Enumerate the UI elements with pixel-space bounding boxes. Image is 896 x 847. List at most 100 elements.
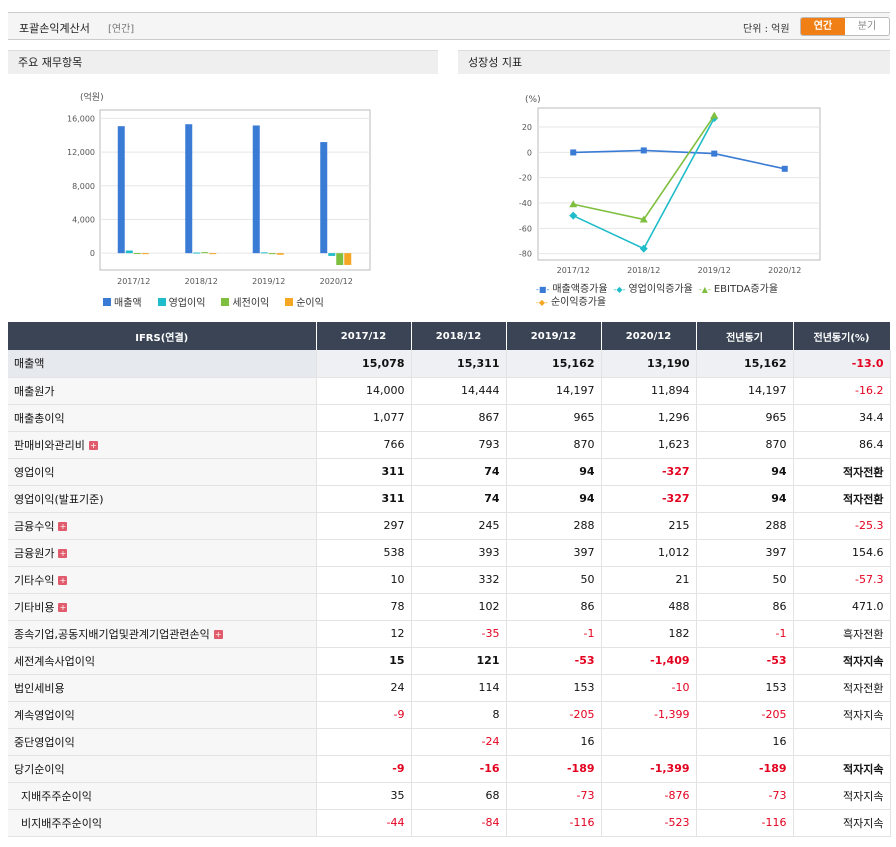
row-label-cell: 영업이익 (8, 458, 317, 486)
annual-toggle-button[interactable]: 연간 (801, 18, 845, 35)
table-row: 판매비와관리비 +766 793 870 1,623 870 86.4 (8, 431, 891, 459)
row-label-cell: 매출액 (8, 350, 317, 378)
x-tick-label: 2019/12 (252, 277, 285, 286)
column-header: 2019/12 (506, 322, 602, 350)
value-cell: 870 (696, 431, 794, 459)
value-cell: 13,190 (601, 350, 697, 378)
value-cell: 154.6 (793, 539, 891, 567)
table-row: 금융수익 +297 245 288 215 288 -25.3 (8, 512, 891, 540)
legend-label: 매출액 (114, 298, 142, 309)
y-tick-label: 16,000 (67, 114, 95, 123)
row-label-cell: 매출원가 (8, 377, 317, 405)
series-line-0 (573, 149, 785, 170)
bar-2-3 (336, 253, 344, 266)
bar-0-0 (117, 126, 125, 254)
value-cell: 15,311 (411, 350, 507, 378)
value-cell: 965 (506, 404, 602, 432)
point-marker (711, 150, 718, 157)
bar-1-0 (125, 250, 133, 254)
legend-item: -■- 매출액증가율 (536, 283, 608, 296)
table-row: 기타수익 +10 332 50 21 50 -57.3 (8, 566, 891, 594)
period-toggle[interactable]: 연간 분기 (800, 17, 890, 36)
value-cell: -1 (696, 620, 794, 648)
value-cell: -10 (601, 674, 697, 702)
y-axis-label: (%) (525, 95, 541, 105)
x-tick-label: 2020/12 (320, 277, 353, 286)
value-cell: 397 (506, 539, 602, 567)
value-cell: 288 (696, 512, 794, 540)
value-cell: -44 (316, 809, 412, 837)
table-row: 중단영업이익 -24 16 16 (8, 728, 891, 756)
value-cell: 15 (316, 647, 412, 675)
y-tick-label: 20 (522, 123, 532, 132)
value-cell: -876 (601, 782, 697, 810)
value-cell: 311 (316, 458, 412, 486)
x-tick-label: 2020/12 (768, 266, 801, 275)
legend-label: 순이익 (296, 298, 324, 309)
value-cell: 적자지속 (793, 755, 891, 783)
value-cell: -116 (696, 809, 794, 837)
table-row: 영업이익(발표기준) 311 74 94 -327 94 적자전환 (8, 485, 891, 513)
value-cell: 215 (601, 512, 697, 540)
legend-marker-icon: -■- (536, 285, 550, 294)
table-row: 계속영업이익 -9 8 -205 -1,399 -205 적자지속 (8, 701, 891, 729)
value-cell: 적자지속 (793, 782, 891, 810)
legend-swatch (221, 297, 230, 306)
row-label-cell: 당기순이익 (8, 755, 317, 783)
value-cell: -73 (696, 782, 794, 810)
legend-label: 영업이익증가율 (628, 284, 693, 295)
value-cell: 870 (506, 431, 602, 459)
plot-area (99, 109, 371, 271)
legend-item: 세전이익 (221, 294, 269, 309)
value-cell: 397 (696, 539, 794, 567)
quarter-toggle-button[interactable]: 분기 (845, 18, 889, 35)
bar-2-0 (133, 253, 141, 255)
key-financials-panel-title: 주요 재무항목 (8, 50, 438, 74)
table-row: 지배주주순이익 35 68 -73 -876 -73 적자지속 (8, 782, 891, 810)
value-cell: 965 (696, 404, 794, 432)
value-cell: -327 (601, 485, 697, 513)
value-cell: -13.0 (793, 350, 891, 378)
legend-swatch (285, 297, 294, 306)
point-marker (639, 244, 648, 253)
bar-3-2 (276, 253, 284, 255)
expand-plus-icon[interactable]: + (58, 549, 68, 558)
legend-label: 세전이익 (232, 298, 270, 309)
expand-plus-icon[interactable]: + (58, 576, 68, 585)
legend-item: -◆- 영업이익증가율 (614, 283, 693, 296)
unit-label: 단위 : 억원 (743, 24, 790, 35)
y-tick-label: 12,000 (67, 148, 95, 157)
row-label: 지배주주순이익 (14, 789, 92, 803)
value-cell: 적자지속 (793, 647, 891, 675)
value-cell: 114 (411, 674, 507, 702)
row-label-cell: 금융수익 + (8, 512, 317, 540)
expand-plus-icon[interactable]: + (58, 603, 68, 612)
value-cell: -73 (506, 782, 602, 810)
value-cell: -57.3 (793, 566, 891, 594)
row-label-cell: 기타수익 + (8, 566, 317, 594)
legend-label: 영업이익 (168, 298, 206, 309)
value-cell (601, 728, 697, 756)
bar-1-1 (193, 252, 201, 254)
value-cell: 12 (316, 620, 412, 648)
expand-plus-icon[interactable]: + (88, 441, 98, 450)
value-cell: 50 (506, 566, 602, 594)
value-cell: -9 (316, 755, 412, 783)
row-label-cell: 지배주주순이익 (8, 782, 317, 810)
point-marker (569, 211, 578, 220)
row-label: 매출원가 (14, 384, 55, 398)
value-cell: 적자전환 (793, 458, 891, 486)
expand-plus-icon[interactable]: + (213, 630, 223, 639)
value-cell: -327 (601, 458, 697, 486)
row-label: 종속기업,공동지배기업및관계기업관련손익 (14, 627, 210, 641)
expand-plus-icon[interactable]: + (58, 522, 68, 531)
row-label: 기타비용 (14, 600, 55, 614)
value-cell: 24 (316, 674, 412, 702)
row-label: 기타수익 (14, 573, 55, 587)
column-header: 전년동기(%) (793, 322, 891, 350)
table-row: 금융원가 +538 393 397 1,012 397 154.6 (8, 539, 891, 567)
row-label-cell: 계속영업이익 (8, 701, 317, 729)
row-label: 금융수익 (14, 519, 55, 533)
bar-3-1 (209, 253, 217, 255)
value-cell: 867 (411, 404, 507, 432)
